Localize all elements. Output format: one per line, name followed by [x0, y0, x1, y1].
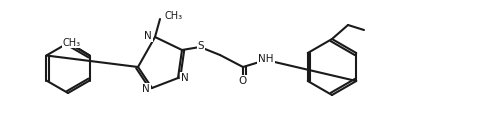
Text: N: N — [144, 31, 152, 41]
Text: N: N — [181, 73, 188, 83]
Text: NH: NH — [258, 54, 273, 64]
Text: CH₃: CH₃ — [165, 11, 183, 21]
Text: N: N — [142, 84, 150, 94]
Text: S: S — [197, 41, 204, 51]
Text: O: O — [238, 76, 246, 86]
Text: CH₃: CH₃ — [63, 38, 81, 47]
